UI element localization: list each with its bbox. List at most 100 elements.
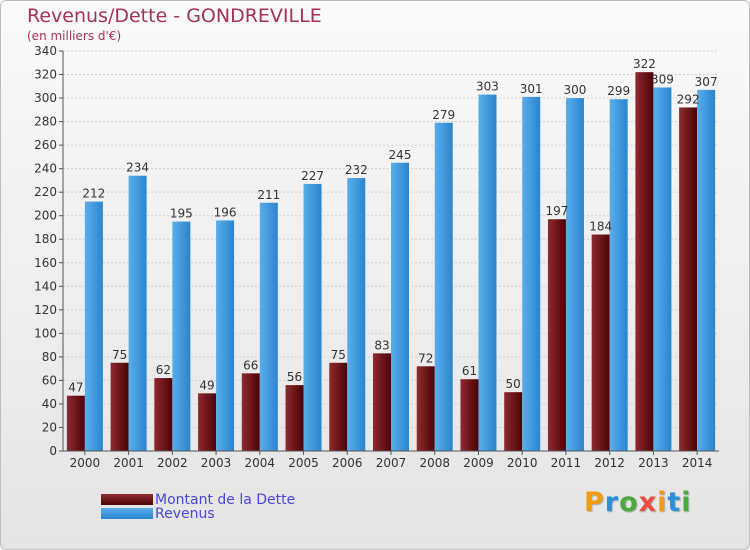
bar-revenus: [609, 99, 628, 451]
logo-letter: i: [681, 487, 692, 518]
y-tick-label: 0: [49, 444, 57, 458]
data-label-revenus: 212: [82, 187, 105, 201]
data-label-debt: 47: [68, 381, 83, 395]
data-label-debt: 56: [287, 370, 302, 384]
bar-revenus: [303, 183, 322, 452]
data-label-debt: 49: [199, 378, 214, 392]
labels: 0 20 40 60 80 100 120 140 160 180 200 220 240 260 280 3…: [34, 44, 717, 470]
logo-letter: x: [638, 487, 658, 518]
data-label-revenus: 234: [126, 161, 149, 175]
bar-revenus: [391, 162, 409, 451]
data-label-revenus: 307: [695, 75, 718, 89]
y-tick-label: 260: [34, 138, 57, 152]
logo-letter: r: [604, 487, 620, 518]
bar-revenus: [172, 221, 191, 451]
data-label-revenus: 245: [389, 148, 412, 162]
bar-revenus: [216, 220, 235, 451]
x-tick-label: 2007: [376, 456, 407, 470]
x-tick-label: 2005: [288, 456, 319, 470]
y-tick-label: 100: [34, 326, 57, 340]
x-tick-label: 2002: [157, 456, 188, 470]
data-label-debt: 72: [418, 351, 433, 365]
bar-debt: [591, 234, 610, 451]
x-tick-label: 2001: [113, 456, 144, 470]
y-tick-label: 200: [34, 209, 57, 223]
y-tick-label: 80: [42, 350, 57, 364]
bars: [66, 72, 716, 452]
x-tick-label: 2012: [594, 456, 625, 470]
data-label-debt: 50: [506, 377, 521, 391]
y-tick-label: 320: [34, 68, 57, 82]
logo-letter: t: [667, 487, 682, 518]
bar-revenus: [128, 175, 147, 452]
data-label-debt: 75: [331, 348, 346, 362]
data-label-revenus: 309: [651, 72, 674, 86]
logo-letter: i: [657, 487, 668, 518]
data-label-revenus: 301: [520, 82, 543, 96]
bar-revenus: [697, 89, 716, 451]
bar-debt: [154, 378, 173, 451]
x-tick-label: 2011: [551, 456, 582, 470]
bar-debt: [329, 362, 348, 451]
legend-item-debt: Montant de la Dette: [101, 489, 295, 508]
bar-revenus: [347, 178, 366, 451]
bar-revenus: [653, 87, 672, 452]
data-label-debt: 292: [677, 92, 700, 106]
data-label-debt: 83: [374, 338, 389, 352]
data-label-revenus: 303: [476, 80, 499, 94]
proxiti-logo: Proxiti: [584, 487, 692, 518]
bar-debt: [285, 385, 304, 451]
data-label-revenus: 299: [607, 84, 630, 98]
data-label-revenus: 279: [432, 108, 455, 122]
bar-debt: [679, 107, 698, 452]
bar-debt: [241, 373, 260, 451]
data-label-revenus: 196: [214, 205, 237, 219]
bar-debt: [198, 393, 217, 451]
bar-debt: [66, 395, 85, 451]
bar-revenus: [522, 96, 541, 451]
legend-swatch-debt: [101, 494, 153, 505]
data-label-debt: 62: [156, 363, 171, 377]
bar-revenus: [565, 98, 584, 451]
bar-debt: [110, 362, 129, 451]
bar-debt: [504, 392, 523, 451]
x-tick-label: 2009: [463, 456, 494, 470]
bar-revenus: [434, 122, 453, 451]
data-label-revenus: 211: [257, 188, 280, 202]
y-tick-label: 300: [34, 91, 57, 105]
legend-label-debt: Montant de la Dette: [155, 491, 296, 508]
x-tick-label: 2008: [419, 456, 450, 470]
chart-subtitle: (en milliers d'€): [27, 29, 122, 43]
data-label-debt: 322: [633, 57, 656, 71]
data-label-debt: 75: [112, 348, 127, 362]
bar-debt: [635, 72, 654, 452]
bar-debt: [547, 219, 566, 451]
chart-title: Revenus/Dette - GONDREVILLE: [27, 5, 322, 27]
x-tick-label: 2014: [682, 456, 713, 470]
y-tick-label: 20: [42, 420, 57, 434]
bar-debt: [460, 379, 479, 451]
logo-letter: P: [584, 487, 605, 518]
y-tick-label: 180: [34, 232, 57, 246]
data-label-revenus: 300: [563, 83, 586, 97]
y-tick-label: 120: [34, 303, 57, 317]
axes: [59, 50, 719, 455]
logo-letter: o: [619, 487, 639, 518]
y-tick-label: 160: [34, 256, 57, 270]
bar-revenus: [84, 201, 103, 451]
legend-item-revenus: Revenus: [101, 503, 215, 522]
y-tick-label: 140: [34, 279, 57, 293]
bar-revenus: [259, 202, 278, 451]
data-label-debt: 184: [589, 220, 612, 234]
x-tick-label: 2010: [507, 456, 538, 470]
bar-debt: [416, 366, 435, 451]
data-label-revenus: 195: [170, 207, 193, 221]
legend-label-revenus: Revenus: [155, 505, 215, 522]
x-tick-label: 2003: [201, 456, 232, 470]
x-tick-label: 2013: [638, 456, 669, 470]
x-tick-label: 2004: [245, 456, 276, 470]
data-label-debt: 66: [243, 358, 258, 372]
y-tick-label: 340: [34, 44, 57, 58]
